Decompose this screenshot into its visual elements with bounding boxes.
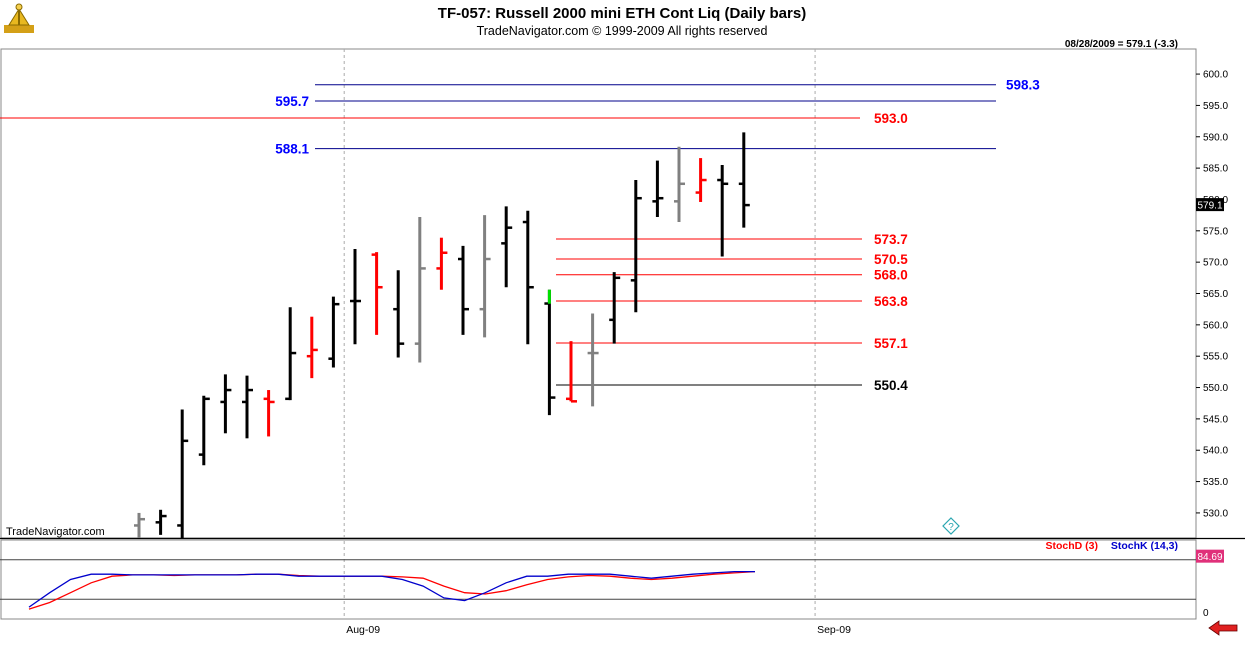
stoch-series-line <box>28 570 755 608</box>
ohlc-bar <box>652 160 664 218</box>
level-label: 593.0 <box>874 111 908 126</box>
ohlc-bar <box>371 252 383 335</box>
stoch-panel-frame <box>0 539 1197 620</box>
y-tick-label: 590.0 <box>1203 132 1228 143</box>
ohlc-bar <box>609 272 621 344</box>
level-label: 595.7 <box>275 94 309 109</box>
ohlc-bar <box>350 248 361 345</box>
ohlc-bar <box>566 341 577 403</box>
price-axis: 600.0595.0590.0585.0580.0575.0570.0565.0… <box>1196 70 1228 519</box>
ohlc-bar <box>134 512 145 538</box>
level-label: 557.1 <box>874 336 908 351</box>
y-tick-label: 585.0 <box>1203 164 1228 175</box>
svg-text:84.69: 84.69 <box>1197 552 1222 563</box>
y-tick-label: 595.0 <box>1203 101 1228 112</box>
chart-title: TF-057: Russell 2000 mini ETH Cont Liq (… <box>438 5 806 22</box>
status-readout: 08/28/2009 = 579.1 (-3.3) <box>1065 39 1178 50</box>
ohlc-bar <box>285 307 297 401</box>
y-tick-label: 530.0 <box>1203 508 1228 519</box>
y-tick-label: 575.0 <box>1203 226 1228 237</box>
y-tick-label: 535.0 <box>1203 477 1228 488</box>
level-label: 550.4 <box>874 378 908 393</box>
watermark-text: TradeNavigator.com <box>6 526 105 538</box>
legend-stochd: StochD (3) <box>1046 540 1099 552</box>
ohlc-bar <box>544 289 556 416</box>
date-axis: Aug-09 Sep-09 <box>346 624 851 636</box>
ohlc-bar <box>674 146 685 223</box>
ohlc-bar <box>393 270 405 358</box>
y-tick-label: 550.0 <box>1203 383 1228 394</box>
ohlc-bar <box>479 215 491 338</box>
ohlc-bar <box>717 164 729 257</box>
level-label: 568.0 <box>874 268 908 283</box>
ohlc-bar <box>263 390 275 437</box>
ohlc-bar <box>177 409 189 538</box>
level-label: 570.5 <box>874 252 908 267</box>
ohlc-bar <box>630 180 642 313</box>
y-tick-label: 565.0 <box>1203 289 1228 300</box>
ohlc-bar <box>587 313 599 407</box>
level-label: 598.3 <box>1006 78 1040 93</box>
level-label: 588.1 <box>275 142 309 157</box>
ohlc-bar <box>306 316 318 379</box>
ohlc-bar <box>501 206 513 288</box>
y-tick-label: 545.0 <box>1203 414 1228 425</box>
ohlc-bar <box>414 217 426 363</box>
chart-subtitle: TradeNavigator.com © 1999-2009 All right… <box>477 24 768 38</box>
help-icon[interactable]: ? <box>942 517 960 535</box>
ohlc-bar <box>198 395 210 466</box>
tradenavigator-logo-icon <box>4 3 34 33</box>
stoch-tick-label: 0 <box>1203 608 1209 619</box>
ohlc-bar <box>155 509 167 535</box>
y-tick-label: 560.0 <box>1203 320 1228 331</box>
y-tick-label: 540.0 <box>1203 446 1228 457</box>
y-tick-label: 555.0 <box>1203 352 1228 363</box>
svg-text:?: ? <box>948 522 954 533</box>
y-tick-label: 600.0 <box>1203 70 1228 81</box>
svg-text:579.1: 579.1 <box>1197 201 1222 212</box>
ohlc-bar <box>220 374 232 434</box>
ohlc-bar <box>458 245 469 335</box>
ohlc-bar <box>695 158 707 202</box>
level-label: 563.8 <box>874 294 908 309</box>
ohlc-bar <box>328 296 340 368</box>
ohlc-bar <box>242 375 253 439</box>
x-tick-label: Sep-09 <box>817 624 851 636</box>
left-arrow-icon[interactable] <box>1208 620 1238 636</box>
ohlc-bar <box>738 132 750 228</box>
level-label: 573.7 <box>874 232 908 247</box>
ohlc-bar <box>436 237 448 290</box>
legend-stochk: StochK (14,3) <box>1111 540 1178 552</box>
ohlc-bar <box>522 210 534 345</box>
price-bars <box>134 132 750 538</box>
x-tick-label: Aug-09 <box>346 624 380 636</box>
stochastic-panel: 0 StochD (3) StochK (14,3) <box>0 540 1209 619</box>
last-price-tag: 579.1 <box>1196 198 1224 212</box>
stoch-last-value-tag: 84.69 <box>1196 549 1224 563</box>
y-tick-label: 570.0 <box>1203 258 1228 269</box>
